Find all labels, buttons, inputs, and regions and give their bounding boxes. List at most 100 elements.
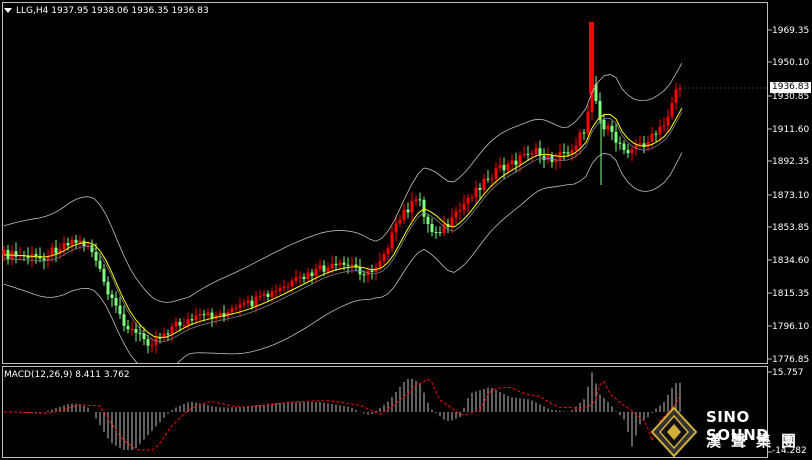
candle-body: [50, 247, 54, 257]
candle-body: [282, 286, 286, 289]
candle-body: [418, 199, 422, 201]
candle-body: [266, 293, 270, 297]
candle-body: [170, 326, 174, 335]
logo-name: SINO SOUND: [706, 408, 770, 444]
candle-body: [302, 276, 306, 279]
candle-body: [146, 339, 150, 346]
price-chart-panel[interactable]: LLG,H4 1937.95 1938.06 1936.35 1936.83 1…: [0, 0, 812, 365]
candle-body: [238, 304, 242, 308]
dropdown-triangle-icon[interactable]: [4, 8, 12, 13]
candle-body: [202, 314, 206, 316]
candle-body: [426, 216, 430, 225]
candle-body: [54, 247, 58, 254]
candle-body: [290, 280, 294, 287]
candle-body: [670, 102, 674, 117]
candle-body: [526, 153, 530, 155]
price-level: 1930.85: [772, 92, 810, 102]
candle-body: [678, 88, 682, 90]
candle-body: [126, 325, 130, 330]
macd-header: MACD(12,26,9) 8.411 3.762: [4, 370, 130, 380]
candle-body: [630, 149, 634, 154]
candle-body: [110, 294, 114, 299]
candle-body: [546, 155, 550, 161]
candle-body: [506, 164, 510, 171]
candle-body: [626, 149, 630, 154]
candle-body: [82, 240, 86, 247]
candle-body: [314, 268, 318, 276]
candle-body: [642, 143, 646, 148]
candle-body: [330, 263, 334, 268]
candle-body: [278, 288, 282, 291]
candle-body: [390, 232, 394, 249]
price-level: 1796.10: [772, 322, 810, 332]
candle-body: [502, 165, 506, 171]
price-level: 1834.60: [772, 256, 810, 266]
candle-body: [342, 262, 346, 265]
current-price-label: 1936.83: [770, 82, 812, 93]
candle-body: [222, 313, 226, 317]
candle-body: [462, 203, 466, 210]
candle-body: [650, 133, 654, 142]
price-chart-canvas[interactable]: [0, 0, 812, 364]
candle-body: [582, 132, 586, 134]
price-level: 1950.10: [772, 58, 810, 68]
candle-body: [586, 111, 590, 134]
candle-body: [622, 143, 626, 150]
upper-band-line: [3, 62, 683, 303]
candle-body: [130, 329, 134, 331]
candle-body: [98, 260, 102, 269]
candle-body: [662, 125, 666, 127]
candle-body: [414, 199, 418, 202]
candle-body: [514, 160, 518, 165]
candle-body: [326, 267, 330, 272]
macd-signal-line: [4, 378, 681, 451]
price-level: 1892.35: [772, 157, 810, 167]
macd-panel[interactable]: MACD(12,26,9) 8.411 3.762 15.757 -14.282: [0, 366, 812, 460]
middle-band-line: [3, 111, 683, 342]
candle-body: [618, 142, 622, 144]
candle-body: [14, 251, 18, 257]
candle-body: [494, 168, 498, 179]
candle-body: [474, 188, 478, 198]
candle-body: [578, 132, 582, 146]
candle-body: [466, 197, 470, 204]
candle-body: [518, 155, 522, 165]
candle-body: [262, 293, 266, 296]
candle-body: [210, 312, 214, 319]
candle-body: [614, 131, 618, 143]
chart-header: LLG,H4 1937.95 1938.06 1936.35 1936.83: [4, 6, 209, 16]
candle-body: [58, 249, 62, 254]
candle-body: [438, 232, 442, 234]
candle-body: [570, 150, 574, 154]
candle-body: [562, 151, 566, 153]
candle-body: [46, 256, 50, 261]
candle-body: [294, 277, 298, 281]
candle-body: [478, 188, 482, 190]
candle-body: [254, 296, 258, 307]
candle-body: [602, 119, 606, 130]
candle-body: [186, 319, 190, 326]
candle-body: [594, 84, 598, 102]
candle-body: [402, 209, 406, 220]
spike-candle: [589, 22, 594, 94]
candle-body: [66, 243, 70, 246]
candle-body: [450, 217, 454, 228]
candle-body: [470, 197, 474, 199]
candle-body: [234, 307, 238, 309]
macd-canvas[interactable]: [0, 366, 812, 460]
candle-body: [246, 300, 250, 304]
candle-body: [274, 290, 278, 292]
candle-body: [534, 148, 538, 154]
candle-body: [250, 300, 254, 307]
candle-body: [142, 333, 146, 340]
candle-body: [198, 314, 202, 316]
candle-body: [434, 232, 438, 234]
candle-body: [522, 153, 526, 156]
candle-body: [162, 333, 166, 338]
candle-body: [86, 245, 90, 247]
candle-body: [554, 160, 558, 163]
sino-sound-logo: SINO SOUND 漢聲集團: [648, 404, 812, 460]
candle-body: [350, 264, 354, 266]
symbol-ohlc: LLG,H4 1937.95 1938.06 1936.35 1936.83: [16, 6, 209, 16]
candle-body: [118, 305, 122, 315]
